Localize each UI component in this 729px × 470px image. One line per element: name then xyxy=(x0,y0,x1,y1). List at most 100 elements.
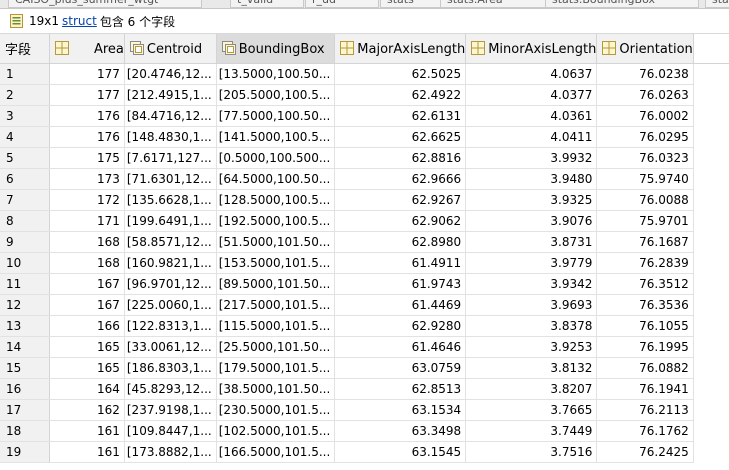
cell-area[interactable]: 171 xyxy=(49,210,125,232)
cell-centroid[interactable]: [212.4915,1... xyxy=(124,84,217,106)
cell-minoraxislength[interactable]: 3.8378 xyxy=(465,315,598,337)
row-index[interactable]: 9 xyxy=(0,231,50,253)
column-header-minoraxislength[interactable]: MinorAxisLength xyxy=(465,34,598,64)
row-index[interactable]: 12 xyxy=(0,294,50,316)
cell-boundingbox[interactable]: [13.5000,100.50... xyxy=(216,63,336,85)
cell-centroid[interactable]: [7.6171,127... xyxy=(124,147,217,169)
cell-boundingbox[interactable]: [77.5000,100.50... xyxy=(216,105,336,127)
cell-majoraxislength[interactable]: 63.3498 xyxy=(334,420,467,442)
cell-orientation[interactable]: 76.0088 xyxy=(596,189,694,211)
row-index[interactable]: 4 xyxy=(0,126,50,148)
cell-orientation[interactable]: 76.0882 xyxy=(596,357,694,379)
table-row[interactable]: 5 175 [7.6171,127... [0.5000,100.500... 62.8… xyxy=(0,147,729,169)
cell-orientation[interactable]: 76.0295 xyxy=(596,126,694,148)
table-row[interactable]: 14 165 [33.0061,12... [25.5000,101.50... 61.… xyxy=(0,336,729,358)
cell-minoraxislength[interactable]: 4.0361 xyxy=(465,105,598,127)
cell-boundingbox[interactable]: [179.5000,101.5... xyxy=(216,357,336,379)
cell-majoraxislength[interactable]: 63.0759 xyxy=(334,357,467,379)
cell-centroid[interactable]: [33.0061,12... xyxy=(124,336,217,358)
column-header-orientation[interactable]: Orientation xyxy=(596,34,694,64)
cell-orientation[interactable]: 76.0263 xyxy=(596,84,694,106)
table-row[interactable]: 15 165 [186.8303,1... [179.5000,101.5... 63.… xyxy=(0,357,729,379)
tab-stats[interactable]: stats xyxy=(380,0,444,8)
tab-stats-2[interactable]: stats xyxy=(705,0,729,8)
cell-orientation[interactable]: 75.9701 xyxy=(596,210,694,232)
table-row[interactable]: 17 162 [237.9198,1... [230.5000,101.5... 63.… xyxy=(0,399,729,421)
tab-stats-area[interactable]: stats.Area xyxy=(440,0,549,8)
table-row[interactable]: 18 161 [109.8447,1... [102.5000,101.5... 63.… xyxy=(0,420,729,442)
cell-boundingbox[interactable]: [192.5000,100.5... xyxy=(216,210,336,232)
table-row[interactable]: 6 173 [71.6301,12... [64.5000,100.50... 62.9… xyxy=(0,168,729,190)
cell-area[interactable]: 177 xyxy=(49,63,125,85)
cell-area[interactable]: 161 xyxy=(49,441,125,463)
cell-area[interactable]: 161 xyxy=(49,420,125,442)
cell-area[interactable]: 165 xyxy=(49,357,125,379)
cell-majoraxislength[interactable]: 62.9666 xyxy=(334,168,467,190)
cell-majoraxislength[interactable]: 62.8980 xyxy=(334,231,467,253)
row-index[interactable]: 7 xyxy=(0,189,50,211)
cell-boundingbox[interactable]: [89.5000,101.50... xyxy=(216,273,336,295)
cell-boundingbox[interactable]: [205.5000,100.5... xyxy=(216,84,336,106)
cell-boundingbox[interactable]: [51.5000,101.50... xyxy=(216,231,336,253)
row-index[interactable]: 18 xyxy=(0,420,50,442)
column-header-centroid[interactable]: Centroid xyxy=(124,34,217,64)
cell-minoraxislength[interactable]: 3.7449 xyxy=(465,420,598,442)
cell-minoraxislength[interactable]: 3.9693 xyxy=(465,294,598,316)
cell-area[interactable]: 165 xyxy=(49,336,125,358)
struct-doc-link[interactable]: struct xyxy=(62,14,97,28)
cell-boundingbox[interactable]: [38.5000,101.50... xyxy=(216,378,336,400)
cell-majoraxislength[interactable]: 61.4646 xyxy=(334,336,467,358)
cell-centroid[interactable]: [160.9821,1... xyxy=(124,252,217,274)
row-index[interactable]: 17 xyxy=(0,399,50,421)
cell-boundingbox[interactable]: [102.5000,101.5... xyxy=(216,420,336,442)
cell-majoraxislength[interactable]: 62.9267 xyxy=(334,189,467,211)
cell-orientation[interactable]: 76.0323 xyxy=(596,147,694,169)
cell-boundingbox[interactable]: [0.5000,100.500... xyxy=(216,147,336,169)
table-row[interactable]: 4 176 [148.4830,1... [141.5000,100.5... 62.6… xyxy=(0,126,729,148)
table-row[interactable]: 12 167 [225.0060,1... [217.5000,101.5... 61.… xyxy=(0,294,729,316)
table-row[interactable]: 3 176 [84.4716,12... [77.5000,100.50... 62.6… xyxy=(0,105,729,127)
cell-majoraxislength[interactable]: 62.9280 xyxy=(334,315,467,337)
cell-orientation[interactable]: 76.2425 xyxy=(596,441,694,463)
cell-centroid[interactable]: [96.9701,12... xyxy=(124,273,217,295)
cell-orientation[interactable]: 76.0002 xyxy=(596,105,694,127)
table-row[interactable]: 8 171 [199.6491,1... [192.5000,100.5... 62.9… xyxy=(0,210,729,232)
column-header-area[interactable]: Area xyxy=(49,34,125,64)
row-index[interactable]: 8 xyxy=(0,210,50,232)
cell-majoraxislength[interactable]: 61.4911 xyxy=(334,252,467,274)
cell-minoraxislength[interactable]: 3.8207 xyxy=(465,378,598,400)
cell-centroid[interactable]: [237.9198,1... xyxy=(124,399,217,421)
cell-area[interactable]: 175 xyxy=(49,147,125,169)
cell-majoraxislength[interactable]: 62.8816 xyxy=(334,147,467,169)
cell-centroid[interactable]: [45.8293,12... xyxy=(124,378,217,400)
cell-minoraxislength[interactable]: 3.9342 xyxy=(465,273,598,295)
cell-centroid[interactable]: [199.6491,1... xyxy=(124,210,217,232)
cell-minoraxislength[interactable]: 3.8731 xyxy=(465,231,598,253)
cell-orientation[interactable]: 76.3536 xyxy=(596,294,694,316)
cell-centroid[interactable]: [122.8313,1... xyxy=(124,315,217,337)
table-row[interactable]: 11 167 [96.9701,12... [89.5000,101.50... 61.… xyxy=(0,273,729,295)
row-index[interactable]: 16 xyxy=(0,378,50,400)
cell-boundingbox[interactable]: [128.5000,100.5... xyxy=(216,189,336,211)
cell-centroid[interactable]: [58.8571,12... xyxy=(124,231,217,253)
cell-orientation[interactable]: 76.2113 xyxy=(596,399,694,421)
cell-majoraxislength[interactable]: 62.5025 xyxy=(334,63,467,85)
row-index[interactable]: 13 xyxy=(0,315,50,337)
cell-majoraxislength[interactable]: 61.4469 xyxy=(334,294,467,316)
cell-majoraxislength[interactable]: 63.1534 xyxy=(334,399,467,421)
cell-area[interactable]: 176 xyxy=(49,126,125,148)
cell-centroid[interactable]: [148.4830,1... xyxy=(124,126,217,148)
table-row[interactable]: 16 164 [45.8293,12... [38.5000,101.50... 62.… xyxy=(0,378,729,400)
cell-area[interactable]: 172 xyxy=(49,189,125,211)
row-index[interactable]: 15 xyxy=(0,357,50,379)
cell-minoraxislength[interactable]: 3.9480 xyxy=(465,168,598,190)
cell-orientation[interactable]: 76.0238 xyxy=(596,63,694,85)
row-index[interactable]: 6 xyxy=(0,168,50,190)
cell-centroid[interactable]: [71.6301,12... xyxy=(124,168,217,190)
cell-boundingbox[interactable]: [64.5000,100.50... xyxy=(216,168,336,190)
cell-majoraxislength[interactable]: 62.8513 xyxy=(334,378,467,400)
cell-majoraxislength[interactable]: 63.1545 xyxy=(334,441,467,463)
cell-minoraxislength[interactable]: 4.0411 xyxy=(465,126,598,148)
cell-boundingbox[interactable]: [230.5000,101.5... xyxy=(216,399,336,421)
cell-boundingbox[interactable]: [217.5000,101.5... xyxy=(216,294,336,316)
